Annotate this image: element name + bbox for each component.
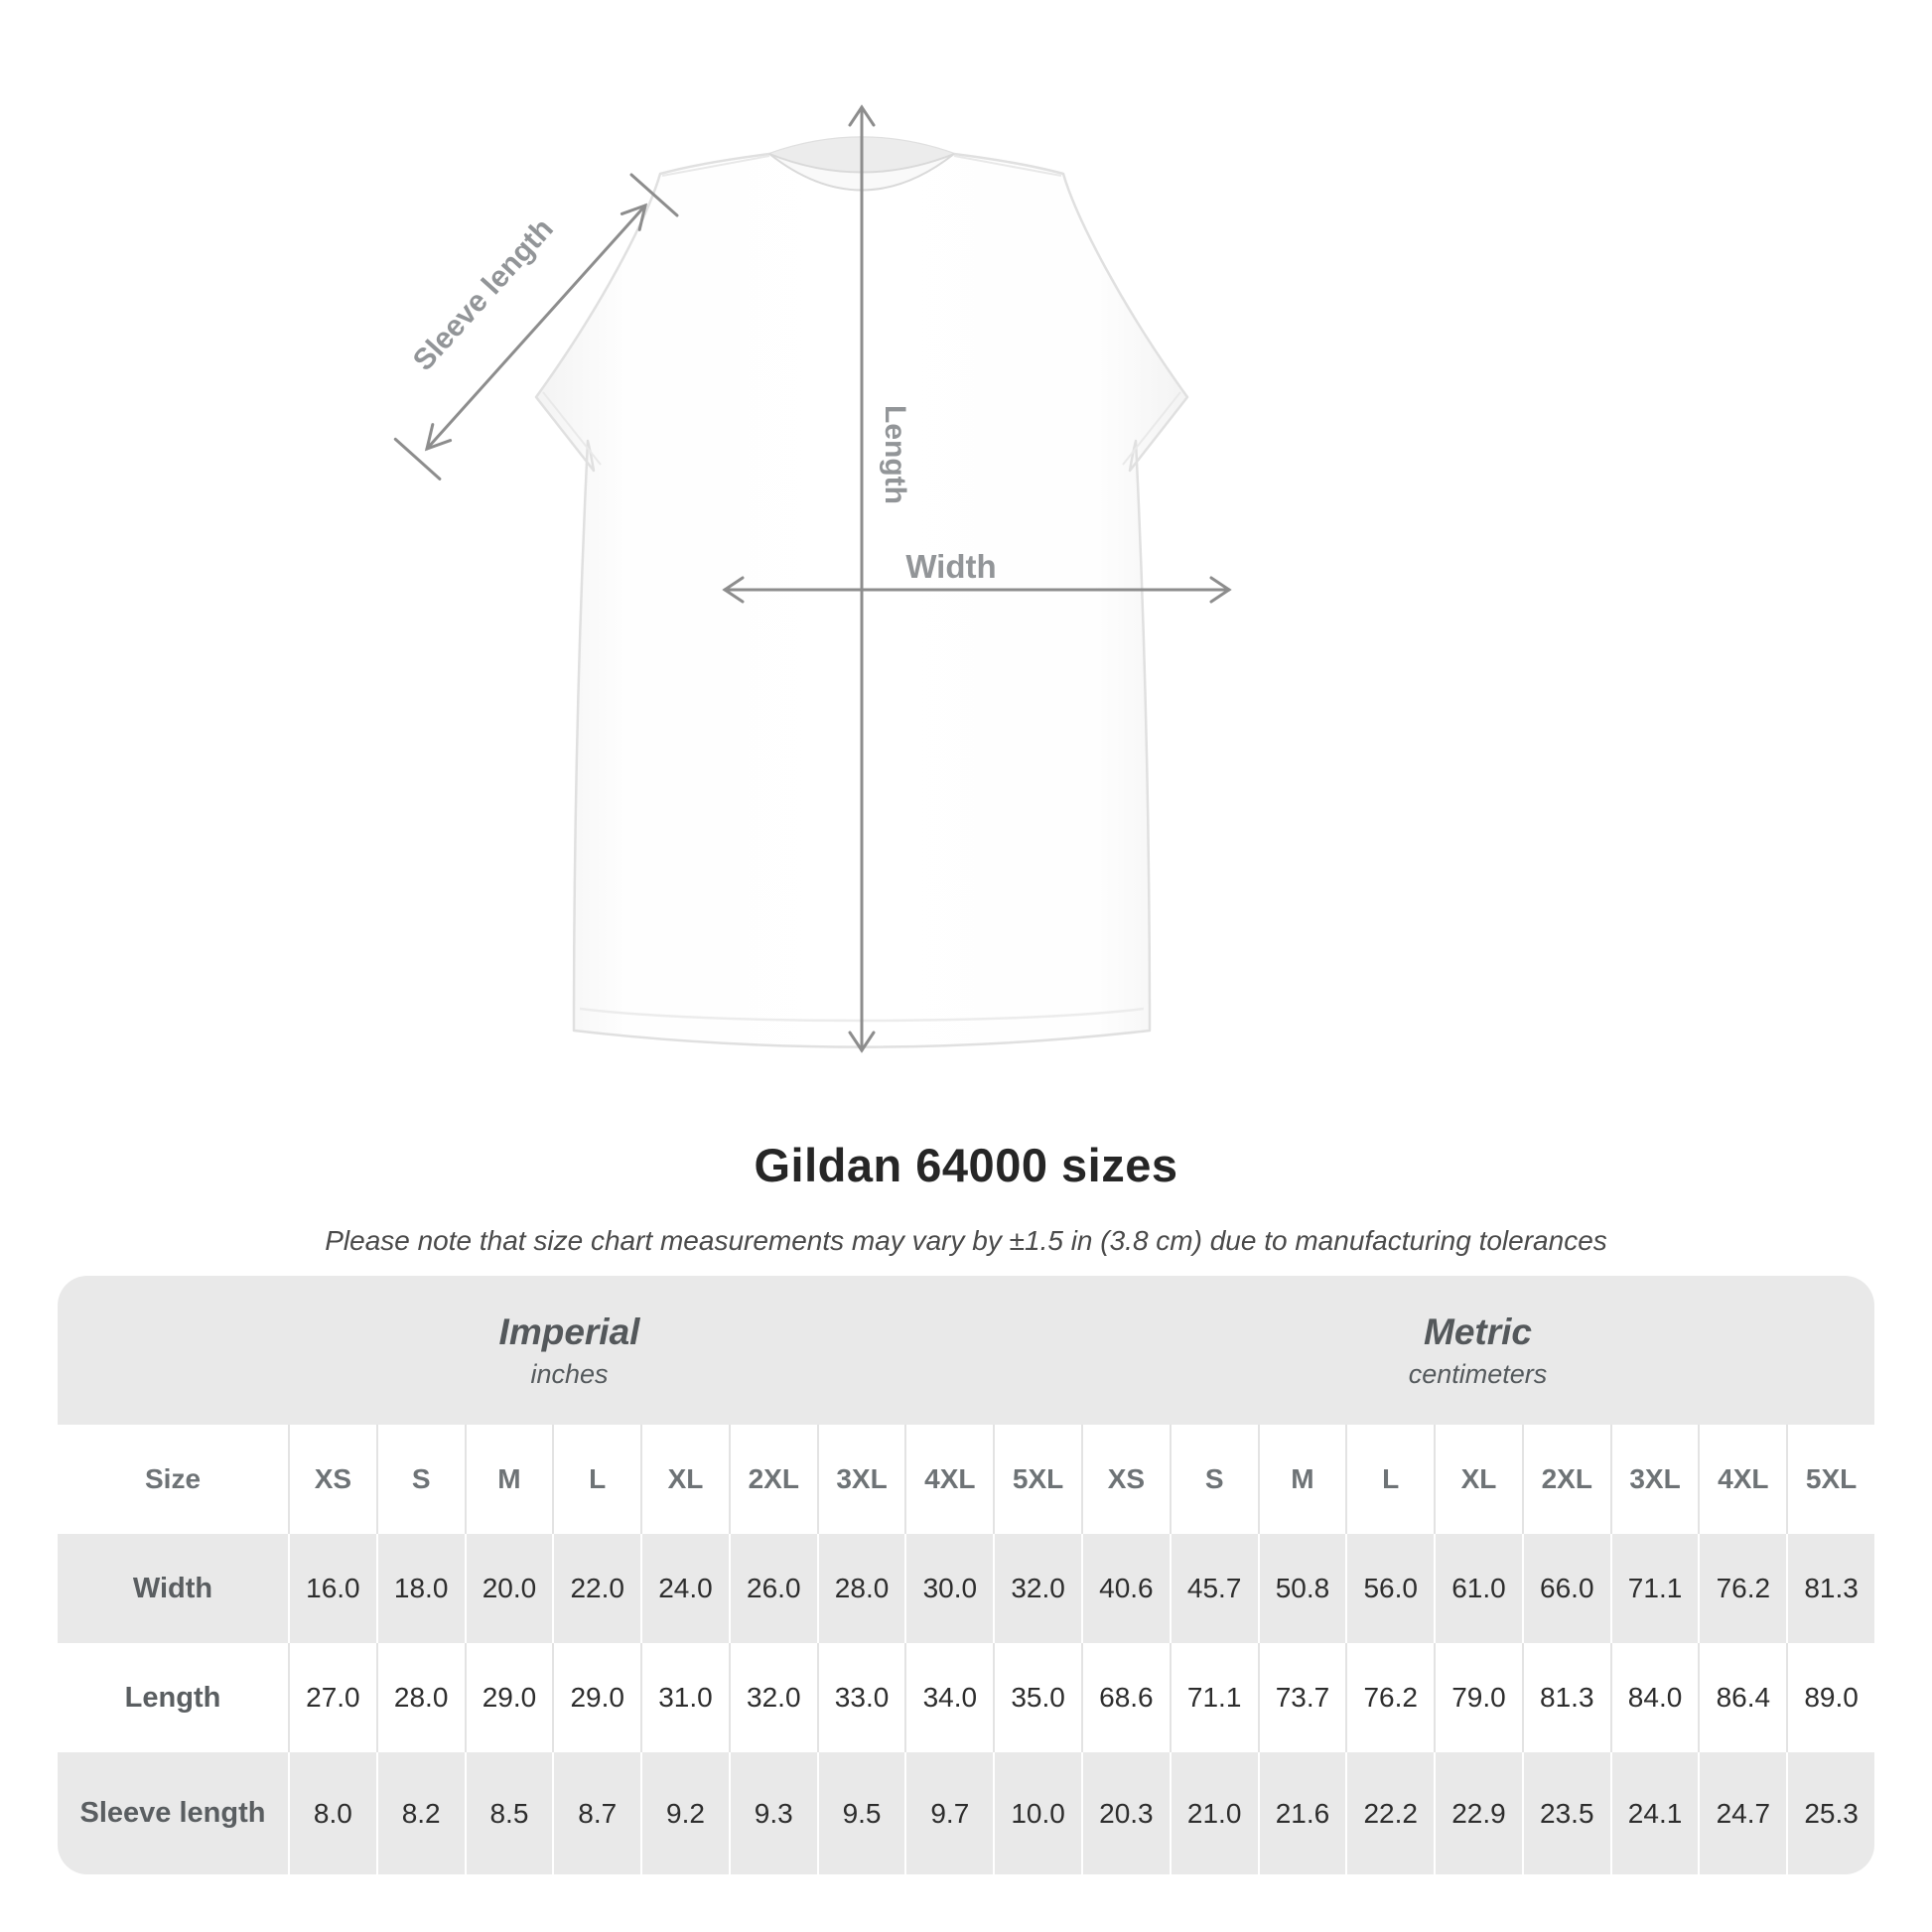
size-header-cell: 2XL [728,1425,817,1534]
value-cell: 9.5 [816,1752,905,1874]
value-cell: 18.0 [375,1534,465,1643]
value-cell: 24.1 [1609,1752,1699,1874]
value-cell: 89.0 [1786,1643,1874,1752]
metric-title: Metric [1424,1311,1532,1352]
value-cell: 28.0 [816,1534,905,1643]
value-cell: 23.5 [1521,1752,1610,1874]
size-header-cell: 5XL [1786,1425,1874,1534]
value-cell: 25.3 [1786,1752,1874,1874]
value-cell: 9.7 [904,1752,993,1874]
value-cell: 71.1 [1169,1643,1258,1752]
value-cell: 50.8 [1257,1534,1346,1643]
value-cell: 28.0 [375,1643,465,1752]
value-cell: 26.0 [728,1534,817,1643]
length-dimension [848,104,876,1053]
value-cell: 29.0 [464,1643,553,1752]
value-cell: 22.0 [552,1534,640,1643]
row-label-sleeve-length: Sleeve length [79,1797,266,1829]
imperial-group-header: Imperial inches [58,1276,1081,1425]
length-label: Length [879,405,911,504]
value-cell: 31.0 [640,1643,729,1752]
value-cell: 30.0 [904,1534,993,1643]
value-cell: 35.0 [993,1643,1081,1752]
value-cell: 32.0 [993,1534,1081,1643]
value-cell: 8.5 [464,1752,553,1874]
value-cell: 45.7 [1169,1534,1258,1643]
size-table: Imperial inches Metric centimeters Size … [58,1276,1874,1874]
value-cell: 10.0 [993,1752,1081,1874]
value-cell: 56.0 [1345,1534,1434,1643]
row-label-width: Width [132,1572,213,1604]
value-cell: 68.6 [1081,1643,1170,1752]
value-cell: 9.3 [728,1752,817,1874]
size-header-cell: 3XL [816,1425,905,1534]
value-cell: 8.7 [552,1752,640,1874]
size-header-cell: S [1169,1425,1258,1534]
size-header-cell: 4XL [1698,1425,1787,1534]
size-header-cell: XS [288,1425,376,1534]
value-cell: 22.9 [1434,1752,1522,1874]
value-cell: 86.4 [1698,1643,1787,1752]
size-header-cell: 4XL [904,1425,994,1534]
size-header-cell: L [552,1425,641,1534]
metric-subtitle: centimeters [1408,1358,1548,1389]
imperial-title: Imperial [498,1311,640,1352]
value-cell: 29.0 [552,1643,641,1752]
value-cell: 81.3 [1786,1534,1874,1643]
width-dimension [722,576,1232,604]
value-cell: 8.2 [375,1752,465,1874]
metric-group-header: Metric centimeters [1081,1276,1874,1425]
value-cell: 21.6 [1257,1752,1346,1874]
size-header-cell: XL [1434,1425,1522,1534]
value-cell: 8.0 [288,1752,376,1874]
size-header-cell: 5XL [993,1425,1081,1534]
value-cell: 32.0 [728,1643,817,1752]
value-cell: 71.1 [1609,1534,1699,1643]
value-cell: 20.0 [464,1534,553,1643]
sleeve-length-dimension [393,173,679,481]
size-header-cell: S [375,1425,465,1534]
value-cell: 76.2 [1698,1534,1786,1643]
size-header-cell: XS [1081,1425,1170,1534]
value-cell: 9.2 [640,1752,729,1874]
size-header-cell: L [1345,1425,1435,1534]
value-cell: 24.7 [1698,1752,1786,1874]
tolerance-note: Please note that size chart measurements… [325,1225,1607,1256]
value-cell: 73.7 [1257,1643,1346,1752]
value-cell: 20.3 [1081,1752,1170,1874]
tshirt-diagram: Sleeve length Length Width [377,69,1410,1082]
value-cell: 34.0 [904,1643,994,1752]
row-label-length: Length [58,1643,288,1752]
value-cell: 76.2 [1345,1643,1435,1752]
sleeve-length-label: Sleeve length [407,212,560,377]
page-title: Gildan 64000 sizes [754,1139,1178,1191]
size-header-cell: M [464,1425,553,1534]
value-cell: 22.2 [1345,1752,1434,1874]
tshirt-illustration: Sleeve length Length Width [393,104,1232,1053]
size-header-cell: M [1257,1425,1346,1534]
imperial-subtitle: inches [530,1358,609,1389]
width-label: Width [905,548,996,585]
collar-band [768,153,955,192]
value-cell: 24.0 [640,1534,729,1643]
size-header-cell: XL [640,1425,729,1534]
value-cell: 27.0 [288,1643,376,1752]
size-header-cell: 2XL [1521,1425,1610,1534]
value-cell: 33.0 [816,1643,905,1752]
value-cell: 66.0 [1521,1534,1610,1643]
value-cell: 61.0 [1434,1534,1522,1643]
value-cell: 81.3 [1521,1643,1610,1752]
size-column-header: Size [58,1425,288,1534]
value-cell: 40.6 [1081,1534,1170,1643]
size-header-cell: 3XL [1609,1425,1699,1534]
value-cell: 79.0 [1434,1643,1522,1752]
value-cell: 16.0 [288,1534,376,1643]
value-cell: 84.0 [1609,1643,1699,1752]
value-cell: 21.0 [1169,1752,1258,1874]
